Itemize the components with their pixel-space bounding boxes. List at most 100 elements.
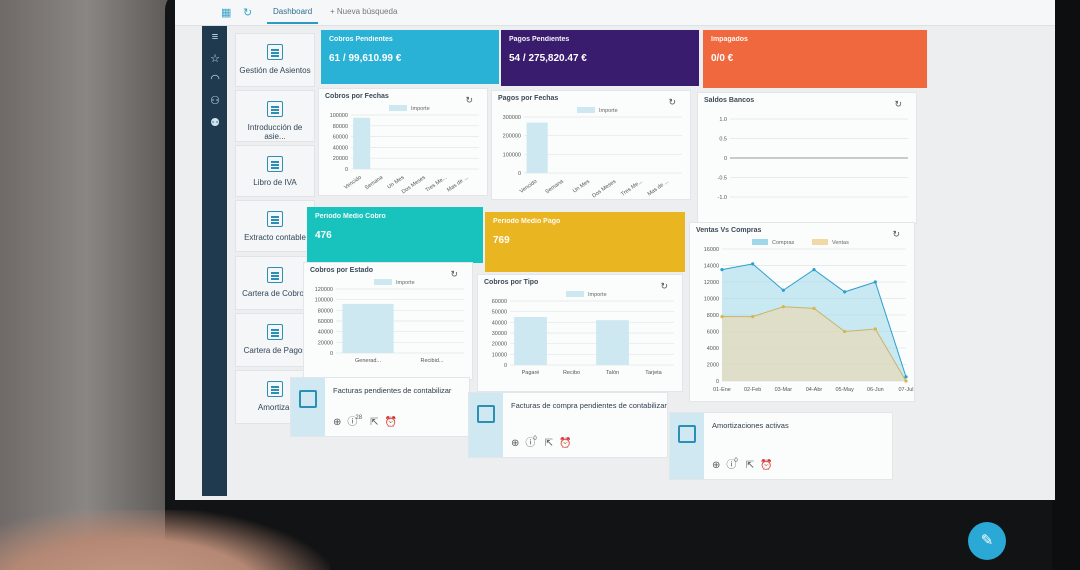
x-tick-label: 05-May xyxy=(835,387,854,393)
phone-book-icon xyxy=(267,156,283,172)
menu-tile-label: Libro de IVA xyxy=(253,178,297,187)
menu-tile-extracto[interactable]: Extracto contable xyxy=(235,200,315,252)
chart-cobros-tipo: Cobros por Tipo ↻ 60000 50000 40000 30000 20… xyxy=(477,274,683,392)
kpi-pagos-pendientes[interactable]: Pagos Pendientes 54 / 275,820.47 € xyxy=(501,30,699,86)
kpi-impagados[interactable]: Impagados 0/0 € xyxy=(703,30,927,88)
refresh-icon[interactable]: ↻ xyxy=(243,7,253,19)
y-tick-label: 0 xyxy=(330,351,333,357)
legend-label: Importe xyxy=(411,106,430,112)
alarm-icon[interactable]: ⏰ xyxy=(559,438,578,449)
kpi-value: 769 xyxy=(493,235,510,246)
menu-tile-label: Introducción de asie... xyxy=(247,123,303,141)
x-tick-label: Pagaré xyxy=(522,370,540,376)
kpi-periodo-medio-pago[interactable]: Periodo Medio Pago 769 xyxy=(485,212,685,272)
alarm-icon[interactable]: ⏰ xyxy=(384,417,403,428)
y-tick-label: 0 xyxy=(716,379,719,385)
y-tick-label: 4000 xyxy=(707,346,719,352)
y-tick-label: 10000 xyxy=(704,297,719,303)
wifi-icon[interactable]: ◠ xyxy=(210,73,220,85)
refresh-icon[interactable]: ↻ xyxy=(894,99,902,109)
data-point xyxy=(904,379,908,383)
y-tick-label: 60000 xyxy=(492,299,507,305)
refresh-icon[interactable]: ↻ xyxy=(892,229,900,239)
pending-facturas-compra-card[interactable]: Facturas de compra pendientes de contabi… xyxy=(468,392,668,458)
x-tick-label: Mas de ... xyxy=(647,178,671,197)
menu-tile-cartera-pagos[interactable]: Cartera de Pagos xyxy=(235,313,315,367)
chart-title: Pagos por Fechas xyxy=(498,95,559,102)
y-tick-label: 40000 xyxy=(318,330,333,336)
y-tick-label: -1.0 xyxy=(718,195,727,201)
chart-pagos-fechas: Pagos por Fechas ↻ 300000 200000 100000 0 Im… xyxy=(491,90,691,200)
refresh-icon[interactable]: ↻ xyxy=(660,281,668,291)
x-tick-label: 03-Mar xyxy=(775,387,793,393)
kpi-title: Cobros Pendientes xyxy=(329,36,393,43)
menu-tile-cartera-cobros[interactable]: Cartera de Cobros xyxy=(235,256,315,310)
app-screen: ▦ ↻ Dashboard + Nueva búsqueda ≡ ☆ ◠ ⚇ ⚉… xyxy=(175,0,1055,500)
badge-count: 0 xyxy=(533,436,537,442)
open-icon[interactable]: ⇱ xyxy=(745,460,761,471)
refresh-icon[interactable]: ↻ xyxy=(668,97,676,107)
y-tick-label: 60000 xyxy=(333,135,348,141)
hand-photo xyxy=(0,510,330,570)
chart-svg: 16000 14000 12000 10000 8000 6000 4000 2000 0 01-… xyxy=(704,239,913,393)
open-icon[interactable]: ⇱ xyxy=(370,417,385,428)
y-tick-label: -0.5 xyxy=(718,176,727,182)
card-actions: ⊕ⓘ28 ⇱⏰ xyxy=(333,413,403,428)
y-tick-label: 40000 xyxy=(492,320,507,326)
data-point xyxy=(720,268,724,272)
y-tick-label: 120000 xyxy=(315,287,333,293)
bar xyxy=(353,117,371,169)
x-tick-label: Semana xyxy=(364,174,385,191)
group-icon[interactable]: ⚉ xyxy=(210,117,220,129)
add-icon[interactable]: ⊕ xyxy=(511,438,526,449)
y-tick-label: 8000 xyxy=(707,313,719,319)
menu-tile-introduccion[interactable]: Introducción de asie... xyxy=(235,90,315,142)
tab-new-search[interactable]: + Nueva búsqueda xyxy=(330,7,398,16)
kpi-cobros-pendientes[interactable]: Cobros Pendientes 61 / 99,610.99 € xyxy=(321,30,499,84)
y-tick-label: 2000 xyxy=(707,363,719,369)
refresh-icon[interactable]: ↻ xyxy=(450,269,458,279)
y-tick-label: 80000 xyxy=(333,124,348,130)
info-icon[interactable]: ⓘ xyxy=(525,438,542,449)
bar xyxy=(596,320,629,365)
amortizaciones-card[interactable]: Amortizaciones activas ⊕ⓘ0 ⇱⏰ xyxy=(669,412,893,480)
menu-tile-label: Cartera de Cobros xyxy=(242,289,308,298)
pending-facturas-card[interactable]: Facturas pendientes de contabilizar ⊕ⓘ28… xyxy=(290,377,470,437)
menu-tile-libro-iva[interactable]: Libro de IVA xyxy=(235,145,315,197)
menu-tile-label: Extracto contable xyxy=(244,233,306,242)
kpi-value: 61 / 99,610.99 € xyxy=(329,53,402,64)
data-point xyxy=(873,327,877,331)
add-icon[interactable]: ⊕ xyxy=(333,417,348,428)
edit-button[interactable]: ✎ xyxy=(968,522,1006,560)
add-icon[interactable]: ⊕ xyxy=(712,460,727,471)
refresh-icon[interactable]: ↻ xyxy=(465,95,473,105)
star-icon[interactable]: ☆ xyxy=(210,53,220,65)
legend-label: Ventas xyxy=(832,240,849,246)
kpi-title: Pagos Pendientes xyxy=(509,36,570,43)
data-point xyxy=(812,268,816,272)
users-icon[interactable]: ⚇ xyxy=(210,95,220,107)
grid-icon[interactable]: ▦ xyxy=(221,7,232,19)
y-tick-label: 50000 xyxy=(492,310,507,316)
info-icon[interactable]: ⓘ xyxy=(347,417,364,428)
alarm-icon[interactable]: ⏰ xyxy=(760,460,779,471)
tab-dashboard[interactable]: Dashboard xyxy=(267,7,319,24)
menu-tile-gestion-asientos[interactable]: Gestión de Asientos xyxy=(235,33,315,87)
menu-tile-label: Amortizar xyxy=(257,403,293,412)
info-icon[interactable]: ⓘ xyxy=(726,460,743,471)
open-icon[interactable]: ⇱ xyxy=(544,438,560,449)
kpi-periodo-medio-cobro[interactable]: Periodo Medio Cobro 476 xyxy=(307,207,483,263)
chart-cobros-fechas: Cobros por Fechas ↻ 100000 80000 60000 4000… xyxy=(318,88,488,196)
y-tick-label: 12000 xyxy=(704,280,719,286)
menu-icon[interactable]: ≡ xyxy=(211,31,219,43)
y-tick-label: 300000 xyxy=(503,115,521,121)
x-tick-label: Dos Meses xyxy=(591,179,617,200)
chart-ventas-compras: Ventas Vs Compras ↻ 16000 14000 12000 10000… xyxy=(689,222,915,402)
chart-title: Cobros por Tipo xyxy=(484,279,539,286)
x-tick-label: Vencido xyxy=(343,175,362,191)
legend-swatch xyxy=(566,291,584,297)
x-tick-label: 06-Jun xyxy=(867,387,884,393)
y-tick-label: 200000 xyxy=(503,134,521,140)
receivables-icon xyxy=(267,267,283,283)
pending-title: Amortizaciones activas xyxy=(712,421,789,430)
